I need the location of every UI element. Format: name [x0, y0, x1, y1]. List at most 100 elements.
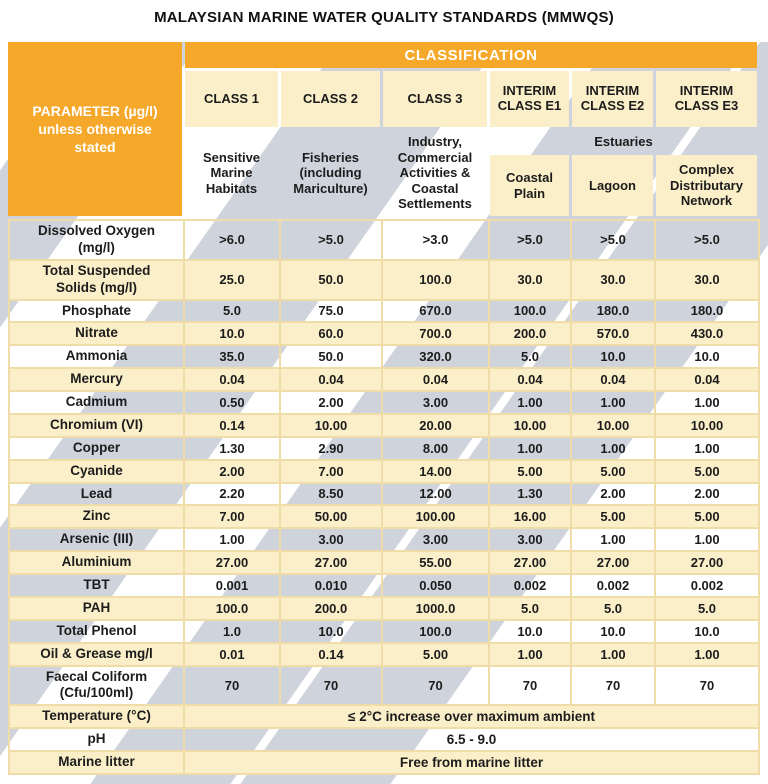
- table-row: Zinc 7.00 50.00 100.00 16.00 5.00 5.00: [10, 506, 760, 530]
- parameter-name-cell: Aluminium: [10, 552, 185, 575]
- value-cell: 0.04: [383, 369, 490, 392]
- value-cell: 70: [490, 666, 572, 707]
- table-row: Nitrate 10.0 60.0 700.0 200.0 570.0 430.0: [10, 323, 760, 347]
- parameter-name: Aluminium: [61, 554, 132, 570]
- value-cell: 1.00: [490, 437, 572, 461]
- value-cell: 0.14: [185, 414, 281, 438]
- value-cell: 1.30: [185, 437, 281, 461]
- table-header: PARAMETER (µg/l) unless otherwise stated…: [8, 42, 760, 216]
- spanning-value-cell: ≤ 2°C increase over maximum ambient: [185, 706, 760, 730]
- spanning-value-cell: 6.5 - 9.0: [185, 729, 760, 752]
- value-cell: 1.00: [572, 643, 656, 667]
- data-rows: Dissolved Oxygen (mg/l) >6.0 >5.0 >3.0 >5.0 >…: [8, 219, 760, 775]
- value-cell: 1.00: [656, 529, 760, 553]
- value-cell: 0.01: [185, 643, 281, 667]
- value-cell: 700.0: [383, 323, 490, 347]
- value-cell: 5.0: [656, 597, 760, 621]
- value-cell: 30.0: [656, 260, 760, 301]
- value-cell: 20.00: [383, 414, 490, 438]
- value-cell: 70: [656, 666, 760, 707]
- parameter-name: Total Suspended Solids (mg/l): [42, 262, 151, 295]
- value-cell: 27.00: [656, 552, 760, 575]
- value-cell: 180.0: [656, 300, 760, 324]
- table-row: Chromium (VI) 0.14 10.00 20.00 10.00 10.00 10.…: [10, 414, 760, 438]
- value-cell: 1.00: [572, 529, 656, 553]
- value-cell: >5.0: [572, 221, 656, 261]
- parameter-name: Temperature (°C): [42, 708, 151, 724]
- value-cell: 100.0: [383, 260, 490, 301]
- parameter-name-cell: Temperature (°C): [10, 706, 185, 730]
- value-cell: 12.00: [383, 483, 490, 507]
- value-cell: 5.00: [490, 460, 572, 484]
- parameter-name: Lead: [80, 485, 113, 501]
- parameter-name: Phosphate: [61, 302, 131, 318]
- value-cell: 5.0: [185, 300, 281, 324]
- value-cell: 0.04: [572, 369, 656, 392]
- value-cell: 2.20: [185, 483, 281, 507]
- value-cell: 5.0: [572, 597, 656, 621]
- parameter-name-cell: Marine litter: [10, 752, 185, 775]
- value-cell: 1.00: [656, 392, 760, 415]
- value-cell: 100.00: [383, 506, 490, 530]
- value-cell: 10.00: [656, 414, 760, 438]
- class2-description: Fisheries (including Mariculture): [293, 149, 368, 196]
- parameter-column-header: PARAMETER (µg/l) unless otherwise stated: [8, 42, 182, 216]
- value-cell: 2.90: [281, 437, 383, 461]
- value-cell: >5.0: [656, 221, 760, 261]
- column-header-interim-e3: INTERIM CLASS E3: [656, 71, 757, 127]
- parameter-name-cell: PAH: [10, 597, 185, 621]
- value-cell: 10.0: [185, 323, 281, 347]
- parameter-name-cell: Faecal Coliform (Cfu/100ml): [10, 666, 185, 707]
- table-row: Arsenic (III) 1.00 3.00 3.00 3.00 1.00 1.00: [10, 529, 760, 553]
- value-cell: 30.0: [490, 260, 572, 301]
- column-header-interim-e2: INTERIM CLASS E2: [572, 71, 653, 127]
- value-cell: 0.50: [185, 392, 281, 415]
- class1-description: Sensitive Marine Habitats: [202, 149, 261, 196]
- parameter-name: Copper: [72, 439, 121, 455]
- value-cell: >5.0: [281, 221, 383, 261]
- value-cell: 2.00: [656, 483, 760, 507]
- parameter-name: pH: [87, 731, 106, 747]
- value-cell: 5.00: [383, 643, 490, 667]
- table-row: pH 6.5 - 9.0: [10, 729, 760, 752]
- value-cell: 2.00: [281, 392, 383, 415]
- column-header-class3: CLASS 3: [383, 71, 487, 127]
- parameter-name: Zinc: [82, 508, 111, 524]
- value-cell: 10.0: [656, 346, 760, 370]
- value-cell: 70: [185, 666, 281, 707]
- value-cell: 70: [281, 666, 383, 707]
- value-cell: 7.00: [185, 506, 281, 530]
- value-cell: 200.0: [490, 323, 572, 347]
- interim-e3-description: Complex Distributary Network: [656, 155, 757, 216]
- value-cell: 27.00: [490, 552, 572, 575]
- parameter-name-cell: Oil & Grease mg/l: [10, 643, 185, 667]
- value-cell: 50.0: [281, 346, 383, 370]
- value-cell: 25.0: [185, 260, 281, 301]
- parameter-name: Nitrate: [75, 325, 118, 341]
- table-row: Dissolved Oxygen (mg/l) >6.0 >5.0 >3.0 >5.0 >…: [10, 221, 760, 261]
- parameter-name-cell: Chromium (VI): [10, 414, 185, 438]
- parameter-name-cell: Total Phenol: [10, 620, 185, 644]
- value-cell: 2.00: [572, 483, 656, 507]
- value-cell: 0.001: [185, 575, 281, 598]
- value-cell: 3.00: [383, 529, 490, 553]
- parameter-name-cell: Cadmium: [10, 392, 185, 415]
- table-row: Oil & Grease mg/l 0.01 0.14 5.00 1.00 1.00 1.0…: [10, 643, 760, 667]
- parameter-name: Chromium (VI): [50, 416, 143, 432]
- value-cell: 10.00: [490, 414, 572, 438]
- value-cell: 5.0: [490, 597, 572, 621]
- table-row: Aluminium 27.00 27.00 55.00 27.00 27.00 27.00: [10, 552, 760, 575]
- parameter-name: Arsenic (III): [59, 531, 134, 547]
- value-cell: 10.00: [572, 414, 656, 438]
- interim-e2-description: Lagoon: [572, 155, 653, 216]
- parameter-name: Cadmium: [65, 394, 128, 409]
- value-cell: 1.00: [490, 643, 572, 667]
- value-cell: 0.050: [383, 575, 490, 598]
- value-cell: 1.00: [572, 392, 656, 415]
- value-cell: 100.0: [185, 597, 281, 621]
- value-cell: 0.04: [656, 369, 760, 392]
- parameter-name: Oil & Grease mg/l: [40, 645, 153, 661]
- table-row: PAH 100.0 200.0 1000.0 5.0 5.0 5.0: [10, 597, 760, 621]
- parameter-name: Mercury: [70, 371, 123, 387]
- classification-header: CLASSIFICATION: [185, 42, 757, 68]
